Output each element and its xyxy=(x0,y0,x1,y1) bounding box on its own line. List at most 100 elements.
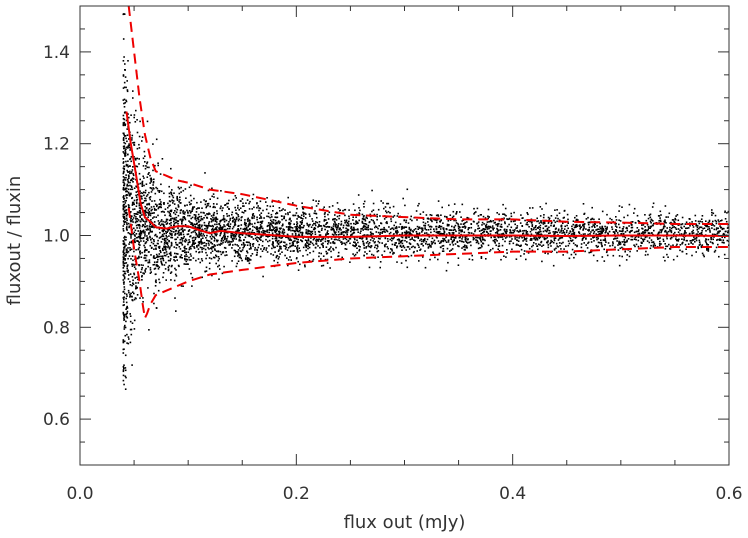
scatter-point xyxy=(318,252,320,254)
scatter-point xyxy=(591,226,593,228)
scatter-point xyxy=(307,229,309,232)
scatter-point xyxy=(324,215,326,218)
scatter-point xyxy=(618,223,620,226)
scatter-point xyxy=(142,191,145,193)
scatter-point xyxy=(365,216,368,219)
scatter-point xyxy=(482,215,485,218)
scatter-point xyxy=(522,230,524,232)
scatter-point xyxy=(526,212,528,214)
scatter-point xyxy=(684,231,686,233)
scatter-point xyxy=(176,195,178,198)
scatter-point xyxy=(480,240,483,243)
scatter-point xyxy=(314,233,317,235)
scatter-point xyxy=(229,223,232,225)
scatter-point xyxy=(472,233,475,235)
scatter-point xyxy=(432,252,435,255)
scatter-point xyxy=(539,227,542,229)
scatter-point xyxy=(226,213,228,215)
scatter-point xyxy=(722,241,725,244)
scatter-point xyxy=(470,232,473,234)
scatter-point xyxy=(130,178,133,181)
scatter-point xyxy=(235,233,238,236)
scatter-point xyxy=(134,238,136,240)
scatter-point xyxy=(516,227,518,229)
scatter-point xyxy=(179,233,182,236)
scatter-point xyxy=(708,227,711,230)
scatter-point xyxy=(337,233,340,236)
scatter-point xyxy=(266,251,269,253)
scatter-point xyxy=(268,224,270,227)
scatter-point xyxy=(624,241,626,244)
scatter-point xyxy=(248,235,250,237)
scatter-point xyxy=(276,226,278,229)
scatter-point xyxy=(133,250,135,253)
scatter-point xyxy=(352,244,354,247)
scatter-point xyxy=(144,197,147,200)
scatter-point xyxy=(240,224,243,226)
scatter-point xyxy=(194,226,197,229)
scatter-point xyxy=(353,229,355,231)
scatter-point xyxy=(188,186,191,189)
scatter-point xyxy=(124,324,126,327)
scatter-point xyxy=(260,220,262,223)
scatter-point xyxy=(615,230,618,232)
scatter-point xyxy=(159,190,161,192)
scatter-point xyxy=(503,255,505,257)
scatter-point xyxy=(555,242,558,245)
scatter-point xyxy=(145,207,148,210)
scatter-point xyxy=(414,246,416,249)
scatter-point xyxy=(638,229,640,231)
scatter-point xyxy=(419,249,421,251)
scatter-point xyxy=(123,181,125,184)
scatter-point xyxy=(446,224,449,227)
scatter-point xyxy=(648,232,650,234)
scatter-point xyxy=(294,245,296,247)
scatter-point xyxy=(413,239,415,241)
scatter-point xyxy=(344,248,347,250)
scatter-point xyxy=(135,199,138,201)
scatter-point xyxy=(348,217,351,220)
scatter-point xyxy=(143,150,146,153)
scatter-point xyxy=(564,225,566,228)
scatter-point xyxy=(152,242,155,245)
scatter-point xyxy=(194,218,197,220)
scatter-point xyxy=(691,254,693,257)
scatter-point xyxy=(258,207,260,209)
scatter-point xyxy=(297,216,300,218)
scatter-point xyxy=(256,216,258,219)
scatter-point xyxy=(508,242,511,245)
scatter-point xyxy=(123,286,126,288)
scatter-point xyxy=(396,229,399,232)
scatter-point xyxy=(160,183,162,186)
scatter-point xyxy=(602,239,605,241)
scatter-point xyxy=(689,218,691,220)
scatter-point xyxy=(264,230,267,233)
scatter-point xyxy=(304,265,306,268)
scatter-point xyxy=(205,200,207,202)
scatter-point xyxy=(321,238,324,241)
scatter-point xyxy=(611,228,614,230)
scatter-point xyxy=(717,238,719,241)
scatter-point xyxy=(320,225,323,227)
scatter-point xyxy=(697,247,699,250)
scatter-point xyxy=(340,241,342,244)
scatter-point xyxy=(462,226,465,228)
scatter-point xyxy=(170,236,172,239)
scatter-point xyxy=(512,229,514,232)
scatter-point xyxy=(457,227,460,230)
scatter-point xyxy=(212,203,215,205)
scatter-point xyxy=(313,212,316,215)
scatter-point xyxy=(276,222,278,225)
scatter-point xyxy=(372,233,374,235)
scatter-point xyxy=(236,262,238,265)
scatter-point xyxy=(676,239,678,242)
scatter-point xyxy=(162,249,164,252)
scatter-point xyxy=(454,228,456,231)
scatter-point xyxy=(228,227,231,230)
scatter-point xyxy=(205,205,208,208)
scatter-point xyxy=(141,274,143,277)
scatter-point xyxy=(342,209,344,212)
scatter-point xyxy=(124,292,126,295)
scatter-point xyxy=(253,206,255,209)
scatter-point xyxy=(356,239,358,241)
